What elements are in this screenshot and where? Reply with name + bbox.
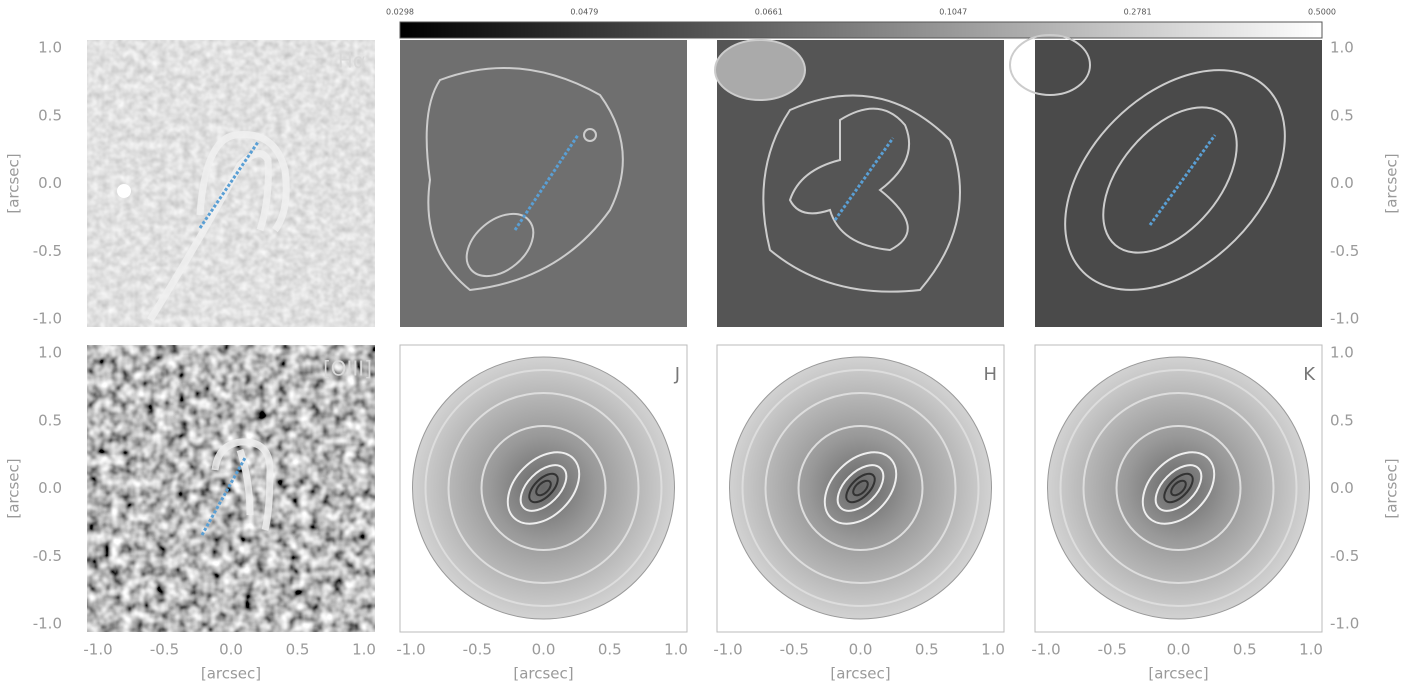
y-tick-label: 1.0 <box>1330 39 1354 57</box>
x-axis-label: [arcsec] <box>201 665 261 683</box>
x-tick-label: -0.5 <box>780 641 809 659</box>
psf-disk <box>413 357 675 619</box>
y-tick-label: 0.0 <box>1330 174 1354 192</box>
x-tick-label: -0.5 <box>463 641 492 659</box>
y-axis-label: [arcsec] <box>1383 458 1401 518</box>
y-axis-label: [arcsec] <box>5 458 23 518</box>
y-tick-label: -0.5 <box>33 242 62 260</box>
x-axis-label: [arcsec] <box>1148 665 1208 683</box>
y-tick-label: 0.5 <box>1330 411 1354 429</box>
halpha-image <box>87 40 375 327</box>
x-tick-label: 0.5 <box>286 641 310 659</box>
colorbar-tick-label: 0.0298 <box>386 8 414 17</box>
psf-disk <box>730 357 992 619</box>
y-tick-label: 1.0 <box>38 344 62 362</box>
panel-label: H <box>983 364 997 385</box>
y-tick-label: 0.5 <box>38 411 62 429</box>
x-axis-label: [arcsec] <box>513 665 573 683</box>
contour-map <box>400 40 687 327</box>
x-tick-label: -0.5 <box>1098 641 1127 659</box>
x-tick-label: -1.0 <box>1031 641 1060 659</box>
x-tick-label: 1.0 <box>664 641 688 659</box>
oiii-image <box>87 345 375 632</box>
x-tick-label: 0.5 <box>1233 641 1257 659</box>
y-tick-label: 0.5 <box>38 106 62 124</box>
x-tick-label: 0.0 <box>1167 641 1191 659</box>
x-tick-label: 0.0 <box>219 641 243 659</box>
x-tick-label: -0.5 <box>150 641 179 659</box>
y-axis-label: [arcsec] <box>1383 153 1401 213</box>
colorbar <box>400 22 1322 38</box>
x-tick-label: -1.0 <box>83 641 112 659</box>
y-tick-label: 0.5 <box>1330 106 1354 124</box>
x-tick-label: 0.0 <box>849 641 873 659</box>
y-tick-label: 0.0 <box>1330 479 1354 497</box>
x-tick-label: -1.0 <box>396 641 425 659</box>
x-tick-label: 1.0 <box>981 641 1005 659</box>
x-axis-label: [arcsec] <box>830 665 890 683</box>
contour-map <box>715 40 1004 327</box>
y-tick-label: -1.0 <box>1330 615 1359 633</box>
colorbar-tick-label: 0.1047 <box>939 8 967 17</box>
contour-map <box>1010 28 1327 332</box>
y-tick-label: -1.0 <box>1330 310 1359 328</box>
x-tick-label: 0.5 <box>915 641 939 659</box>
x-tick-label: -1.0 <box>713 641 742 659</box>
panel-label: K <box>1303 364 1316 385</box>
colorbar-tick-label: 0.5000 <box>1308 8 1336 17</box>
y-tick-label: -0.5 <box>33 547 62 565</box>
x-tick-label: 0.5 <box>598 641 622 659</box>
colorbar-tick-label: 0.0479 <box>570 8 598 17</box>
x-tick-label: 0.0 <box>532 641 556 659</box>
panel-label: J <box>674 364 680 385</box>
y-tick-label: -0.5 <box>1330 242 1359 260</box>
colorbar-tick-label: 0.2781 <box>1124 8 1152 17</box>
y-tick-label: 1.0 <box>38 39 62 57</box>
panel-label: Hα <box>338 49 366 73</box>
y-tick-label: -1.0 <box>33 615 62 633</box>
psf-disk <box>1048 357 1310 619</box>
colorbar-tick-label: 0.0661 <box>755 8 783 17</box>
y-tick-label: 0.0 <box>38 174 62 192</box>
y-tick-label: -0.5 <box>1330 547 1359 565</box>
x-tick-label: 1.0 <box>352 641 376 659</box>
panel-label: [OIII] <box>323 357 372 381</box>
y-tick-label: 1.0 <box>1330 344 1354 362</box>
y-axis-label: [arcsec] <box>5 153 23 213</box>
y-tick-label: 0.0 <box>38 479 62 497</box>
x-tick-label: 1.0 <box>1299 641 1323 659</box>
y-tick-label: -1.0 <box>33 310 62 328</box>
figure: 0.0298 0.0479 0.0661 0.1047 0.2781 0.5000 Hα [O… <box>0 0 1413 690</box>
